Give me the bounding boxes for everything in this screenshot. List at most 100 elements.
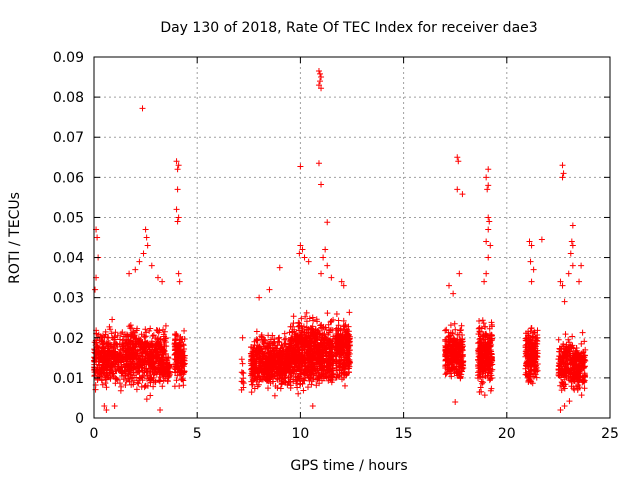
- data-point: [569, 262, 576, 269]
- data-point: [311, 338, 318, 345]
- data-point: [459, 191, 466, 198]
- data-point: [132, 329, 139, 336]
- data-point: [180, 348, 187, 355]
- data-point: [99, 356, 106, 363]
- data-point: [254, 337, 261, 344]
- data-point: [240, 375, 247, 382]
- x-axis-label: GPS time / hours: [290, 458, 407, 474]
- data-point: [160, 326, 167, 333]
- data-point: [251, 359, 258, 366]
- x-tick-label: 5: [193, 426, 202, 442]
- data-point: [533, 366, 540, 373]
- data-point: [103, 376, 110, 383]
- data-point: [526, 238, 533, 245]
- data-point: [307, 333, 314, 340]
- data-point: [177, 367, 184, 374]
- data-point: [276, 363, 283, 370]
- data-point: [346, 347, 353, 354]
- data-point: [112, 351, 119, 358]
- data-point: [92, 286, 99, 293]
- data-point: [181, 336, 188, 343]
- data-point: [154, 274, 161, 281]
- y-tick-label: 0.03: [53, 291, 84, 307]
- data-point: [340, 326, 347, 333]
- data-point: [522, 335, 529, 342]
- data-point: [290, 368, 297, 375]
- data-point: [297, 163, 304, 170]
- data-point: [108, 330, 115, 337]
- data-point: [122, 344, 129, 351]
- data-point: [301, 346, 308, 353]
- data-point: [263, 356, 270, 363]
- data-point: [109, 316, 116, 323]
- data-point: [101, 361, 108, 368]
- data-point: [315, 68, 322, 75]
- data-point: [275, 335, 282, 342]
- data-point: [270, 378, 277, 385]
- data-point: [301, 254, 308, 261]
- data-point: [484, 186, 491, 193]
- data-point: [135, 338, 142, 345]
- data-point: [173, 206, 180, 213]
- data-point: [133, 386, 140, 393]
- data-point: [254, 370, 261, 377]
- data-point: [449, 330, 456, 337]
- data-point: [108, 360, 115, 367]
- data-point: [176, 278, 183, 285]
- data-point: [99, 381, 106, 388]
- data-point: [557, 278, 564, 285]
- x-tick-label: 0: [90, 426, 99, 442]
- data-point: [321, 340, 328, 347]
- data-point: [294, 384, 301, 391]
- data-point: [488, 319, 495, 326]
- data-point: [159, 371, 166, 378]
- data-point: [475, 372, 482, 379]
- data-point: [150, 383, 157, 390]
- data-point: [271, 342, 278, 349]
- data-point: [487, 242, 494, 249]
- data-point: [561, 298, 568, 305]
- data-point: [482, 341, 489, 348]
- data-point: [145, 365, 152, 372]
- data-point: [568, 238, 575, 245]
- data-point: [141, 342, 148, 349]
- data-point: [525, 337, 532, 344]
- data-point: [255, 344, 262, 351]
- data-point: [179, 349, 186, 356]
- data-point: [251, 342, 258, 349]
- axis-ticks: [93, 56, 611, 419]
- data-point: [448, 373, 455, 380]
- data-point: [444, 353, 451, 360]
- data-point: [114, 364, 121, 371]
- data-point: [341, 382, 348, 389]
- data-point: [101, 348, 108, 355]
- data-point: [325, 321, 332, 328]
- data-point: [563, 356, 570, 363]
- data-point: [326, 348, 333, 355]
- data-point: [327, 376, 334, 383]
- data-point: [569, 342, 576, 349]
- data-point: [563, 370, 570, 377]
- data-point: [156, 343, 163, 350]
- data-point: [94, 234, 101, 241]
- data-point: [454, 344, 461, 351]
- data-point: [453, 354, 460, 361]
- data-point: [538, 236, 545, 243]
- data-point: [576, 278, 583, 285]
- data-point: [458, 366, 465, 373]
- data-point: [559, 379, 566, 386]
- data-point: [476, 367, 483, 374]
- data-point: [579, 329, 586, 336]
- data-point: [559, 282, 566, 289]
- data-point: [487, 375, 494, 382]
- data-point: [256, 294, 263, 301]
- data-point: [110, 341, 117, 348]
- data-point: [176, 382, 183, 389]
- data-point: [127, 322, 134, 329]
- data-point: [559, 162, 566, 169]
- data-point: [103, 384, 110, 391]
- data-point: [141, 334, 148, 341]
- y-tick-label: 0.04: [53, 251, 84, 267]
- data-point: [578, 350, 585, 357]
- data-point: [337, 356, 344, 363]
